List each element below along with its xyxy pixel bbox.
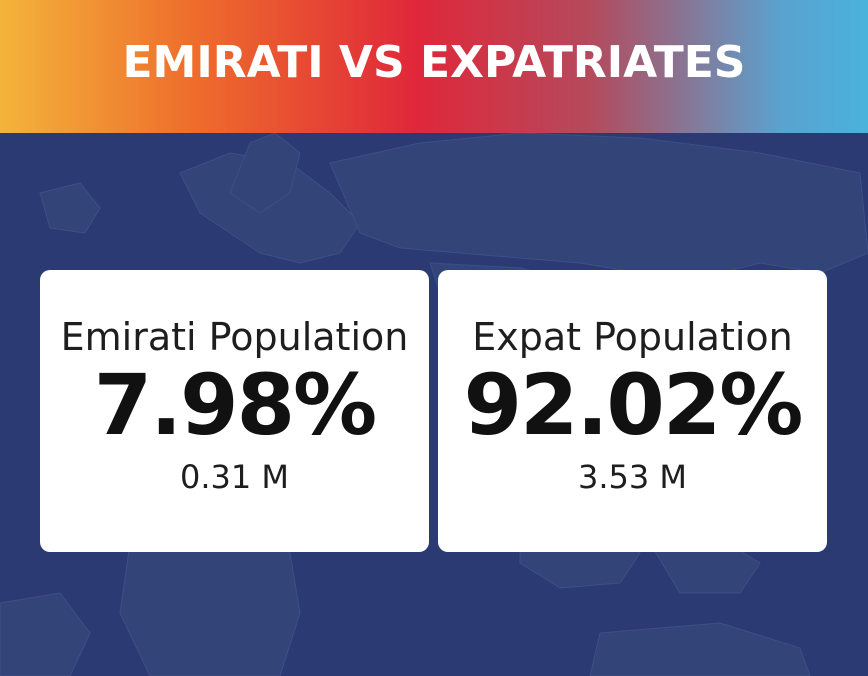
emirati-population-card: Emirati Population 7.98% 0.31 M (40, 270, 429, 552)
page-title: EMIRATI VS EXPATRIATES (122, 37, 746, 88)
card-percent: 92.02% (463, 356, 804, 454)
card-percent: 7.98% (93, 356, 377, 454)
header-banner: EMIRATI VS EXPATRIATES (0, 0, 868, 133)
card-count: 3.53 M (577, 458, 688, 496)
card-label: Expat Population (472, 315, 793, 359)
card-count: 0.31 M (179, 458, 290, 496)
card-label: Emirati Population (60, 315, 409, 359)
expat-population-card: Expat Population 92.02% 3.53 M (438, 270, 827, 552)
